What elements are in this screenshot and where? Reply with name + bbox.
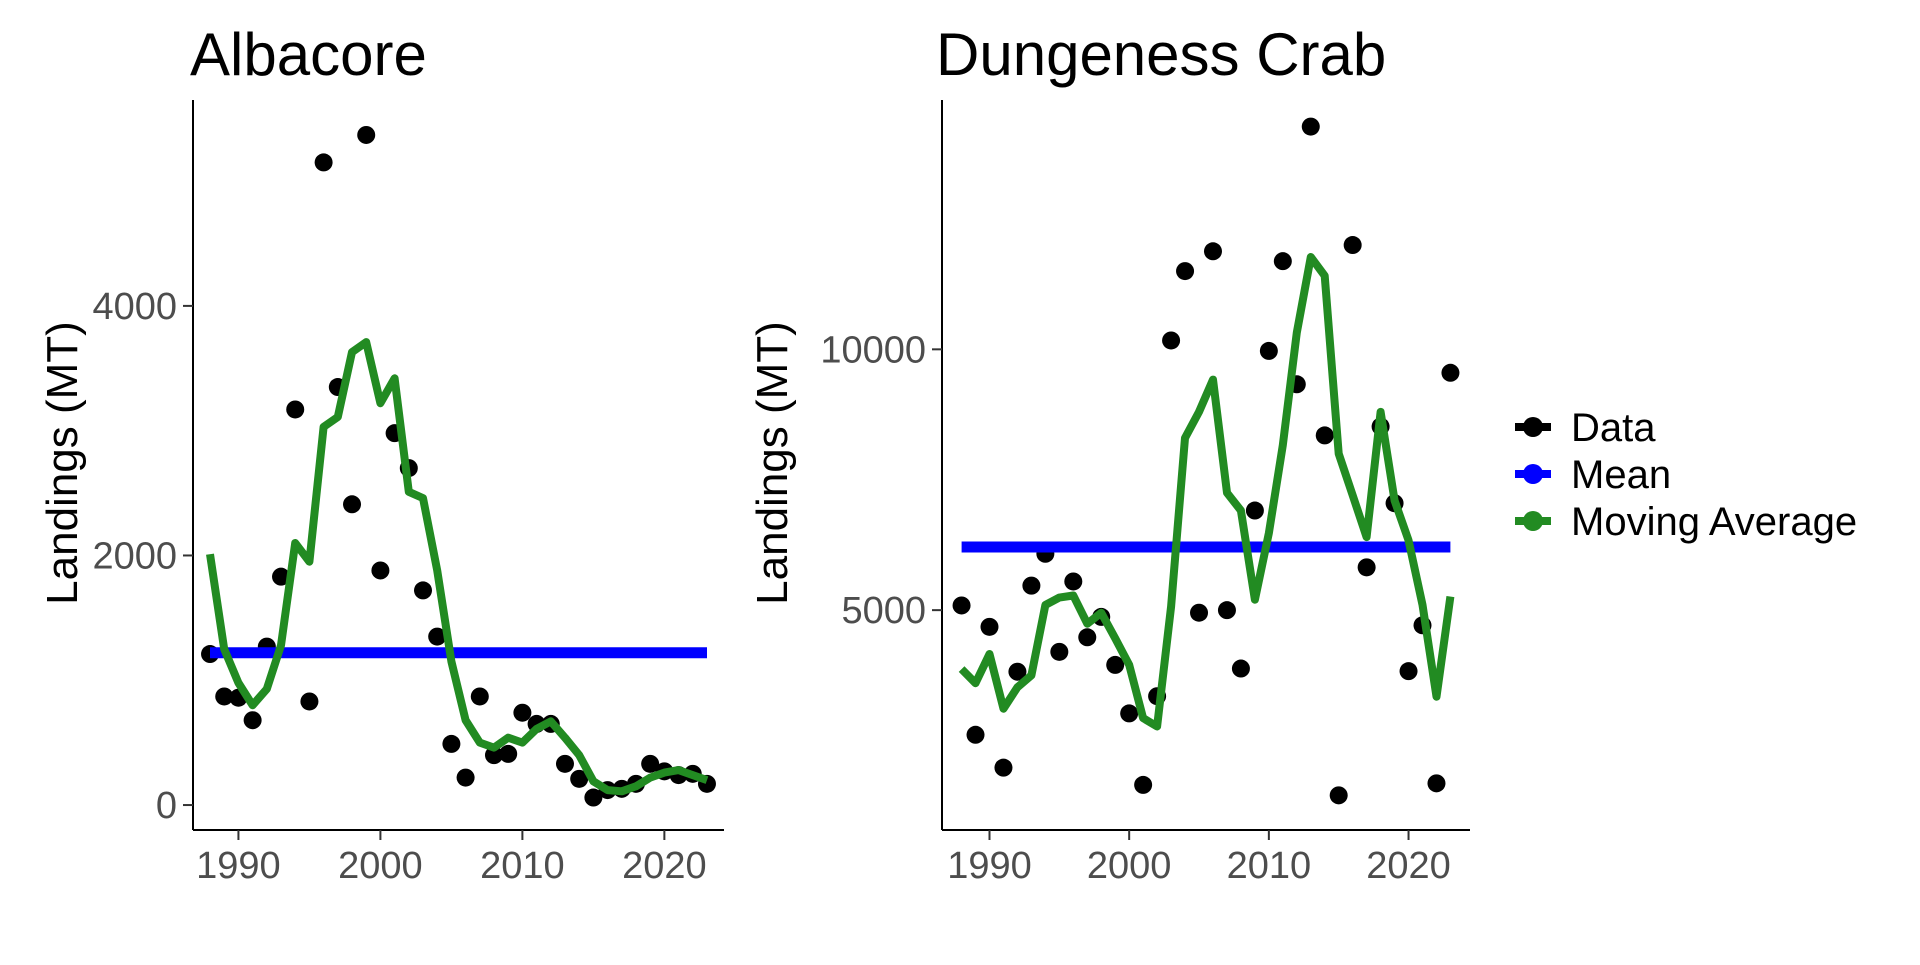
data-point — [555, 754, 574, 773]
legend: Data Mean Moving Average — [1515, 406, 1857, 544]
data-point — [1120, 704, 1139, 723]
plot-area: 1990 2000 2010 2020 0 2000 4000 — [92, 100, 724, 887]
data-point — [414, 581, 433, 600]
data-point — [570, 769, 589, 788]
data-point — [1231, 659, 1250, 678]
data-point — [1050, 642, 1069, 661]
data-point — [1259, 341, 1278, 360]
data-point — [484, 746, 503, 765]
x-tick-label: 2000 — [1087, 845, 1172, 887]
data-point — [215, 687, 234, 706]
y-tick-label: 4000 — [92, 286, 177, 328]
moving-average-line — [206, 338, 709, 796]
plot-area: 1990 2000 2010 2020 5000 10000 — [820, 100, 1470, 887]
data-point — [1315, 426, 1334, 445]
legend-label: Moving Average — [1571, 500, 1857, 544]
data-point — [499, 744, 518, 763]
data-point — [1357, 558, 1376, 577]
data-point — [1134, 775, 1153, 794]
data-point — [1162, 331, 1181, 350]
y-tick-label: 10000 — [820, 329, 926, 371]
y-axis-label: Landings (MT) — [748, 321, 797, 605]
data-point — [314, 153, 333, 172]
data-point — [456, 768, 475, 787]
data-point — [1441, 363, 1460, 382]
panel-title: Dungeness Crab — [936, 21, 1386, 88]
legend-key-data-point — [1523, 417, 1543, 437]
y-tick-label: 5000 — [841, 590, 926, 632]
data-point — [1343, 236, 1362, 255]
data-point — [286, 400, 305, 419]
data-point — [1190, 603, 1209, 622]
data-point — [1301, 117, 1320, 136]
data-point — [513, 703, 532, 722]
data-point — [1022, 576, 1041, 595]
data-point — [1245, 501, 1264, 520]
y-axis-label: Landings (MT) — [38, 321, 87, 605]
legend-item-mean: Mean — [1515, 453, 1671, 497]
legend-label: Data — [1571, 406, 1656, 450]
data-point — [980, 617, 999, 636]
data-point — [300, 692, 319, 711]
legend-key-mean-point — [1523, 464, 1543, 484]
data-point — [1078, 628, 1097, 647]
panel-title: Albacore — [190, 21, 427, 88]
data-point — [1176, 262, 1195, 281]
y-tick-label: 0 — [156, 785, 177, 827]
panel-dungeness-crab: Dungeness Crab Landings (MT) 1990 2000 201… — [748, 21, 1470, 887]
x-tick-label: 2020 — [622, 845, 707, 887]
y-tick-label: 2000 — [92, 535, 177, 577]
data-point — [357, 125, 376, 144]
x-tick-label: 2020 — [1366, 845, 1451, 887]
data-point — [428, 627, 447, 646]
data-point — [1329, 786, 1348, 805]
legend-key-moving-average-point — [1523, 511, 1543, 531]
legend-item-moving-average: Moving Average — [1515, 500, 1857, 544]
x-tick-label: 1990 — [947, 845, 1032, 887]
data-point — [1399, 662, 1418, 681]
panel-albacore: Albacore Landings (MT) 1990 2000 2010 2020 0… — [38, 21, 724, 887]
data-point — [343, 495, 362, 514]
data-point — [952, 596, 971, 615]
legend-label: Mean — [1571, 453, 1671, 497]
legend-item-data: Data — [1515, 406, 1656, 450]
data-point — [1106, 655, 1125, 674]
data-point — [1008, 662, 1027, 681]
data-point — [371, 561, 390, 580]
data-point — [442, 734, 461, 753]
data-point — [641, 754, 660, 773]
data-point — [1427, 774, 1446, 793]
x-tick-label: 2000 — [338, 845, 423, 887]
data-point — [272, 567, 291, 586]
data-point — [243, 711, 262, 730]
x-tick-label: 1990 — [196, 845, 281, 887]
data-point — [1203, 242, 1222, 261]
data-point — [1217, 601, 1236, 620]
x-tick-label: 2010 — [480, 845, 565, 887]
x-tick-label: 2010 — [1227, 845, 1312, 887]
data-point — [470, 687, 489, 706]
moving-average-line — [958, 253, 1455, 731]
data-point — [994, 758, 1013, 777]
data-point — [1064, 572, 1083, 591]
data-point — [584, 788, 603, 807]
data-point — [966, 725, 985, 744]
data-point — [1273, 252, 1292, 271]
